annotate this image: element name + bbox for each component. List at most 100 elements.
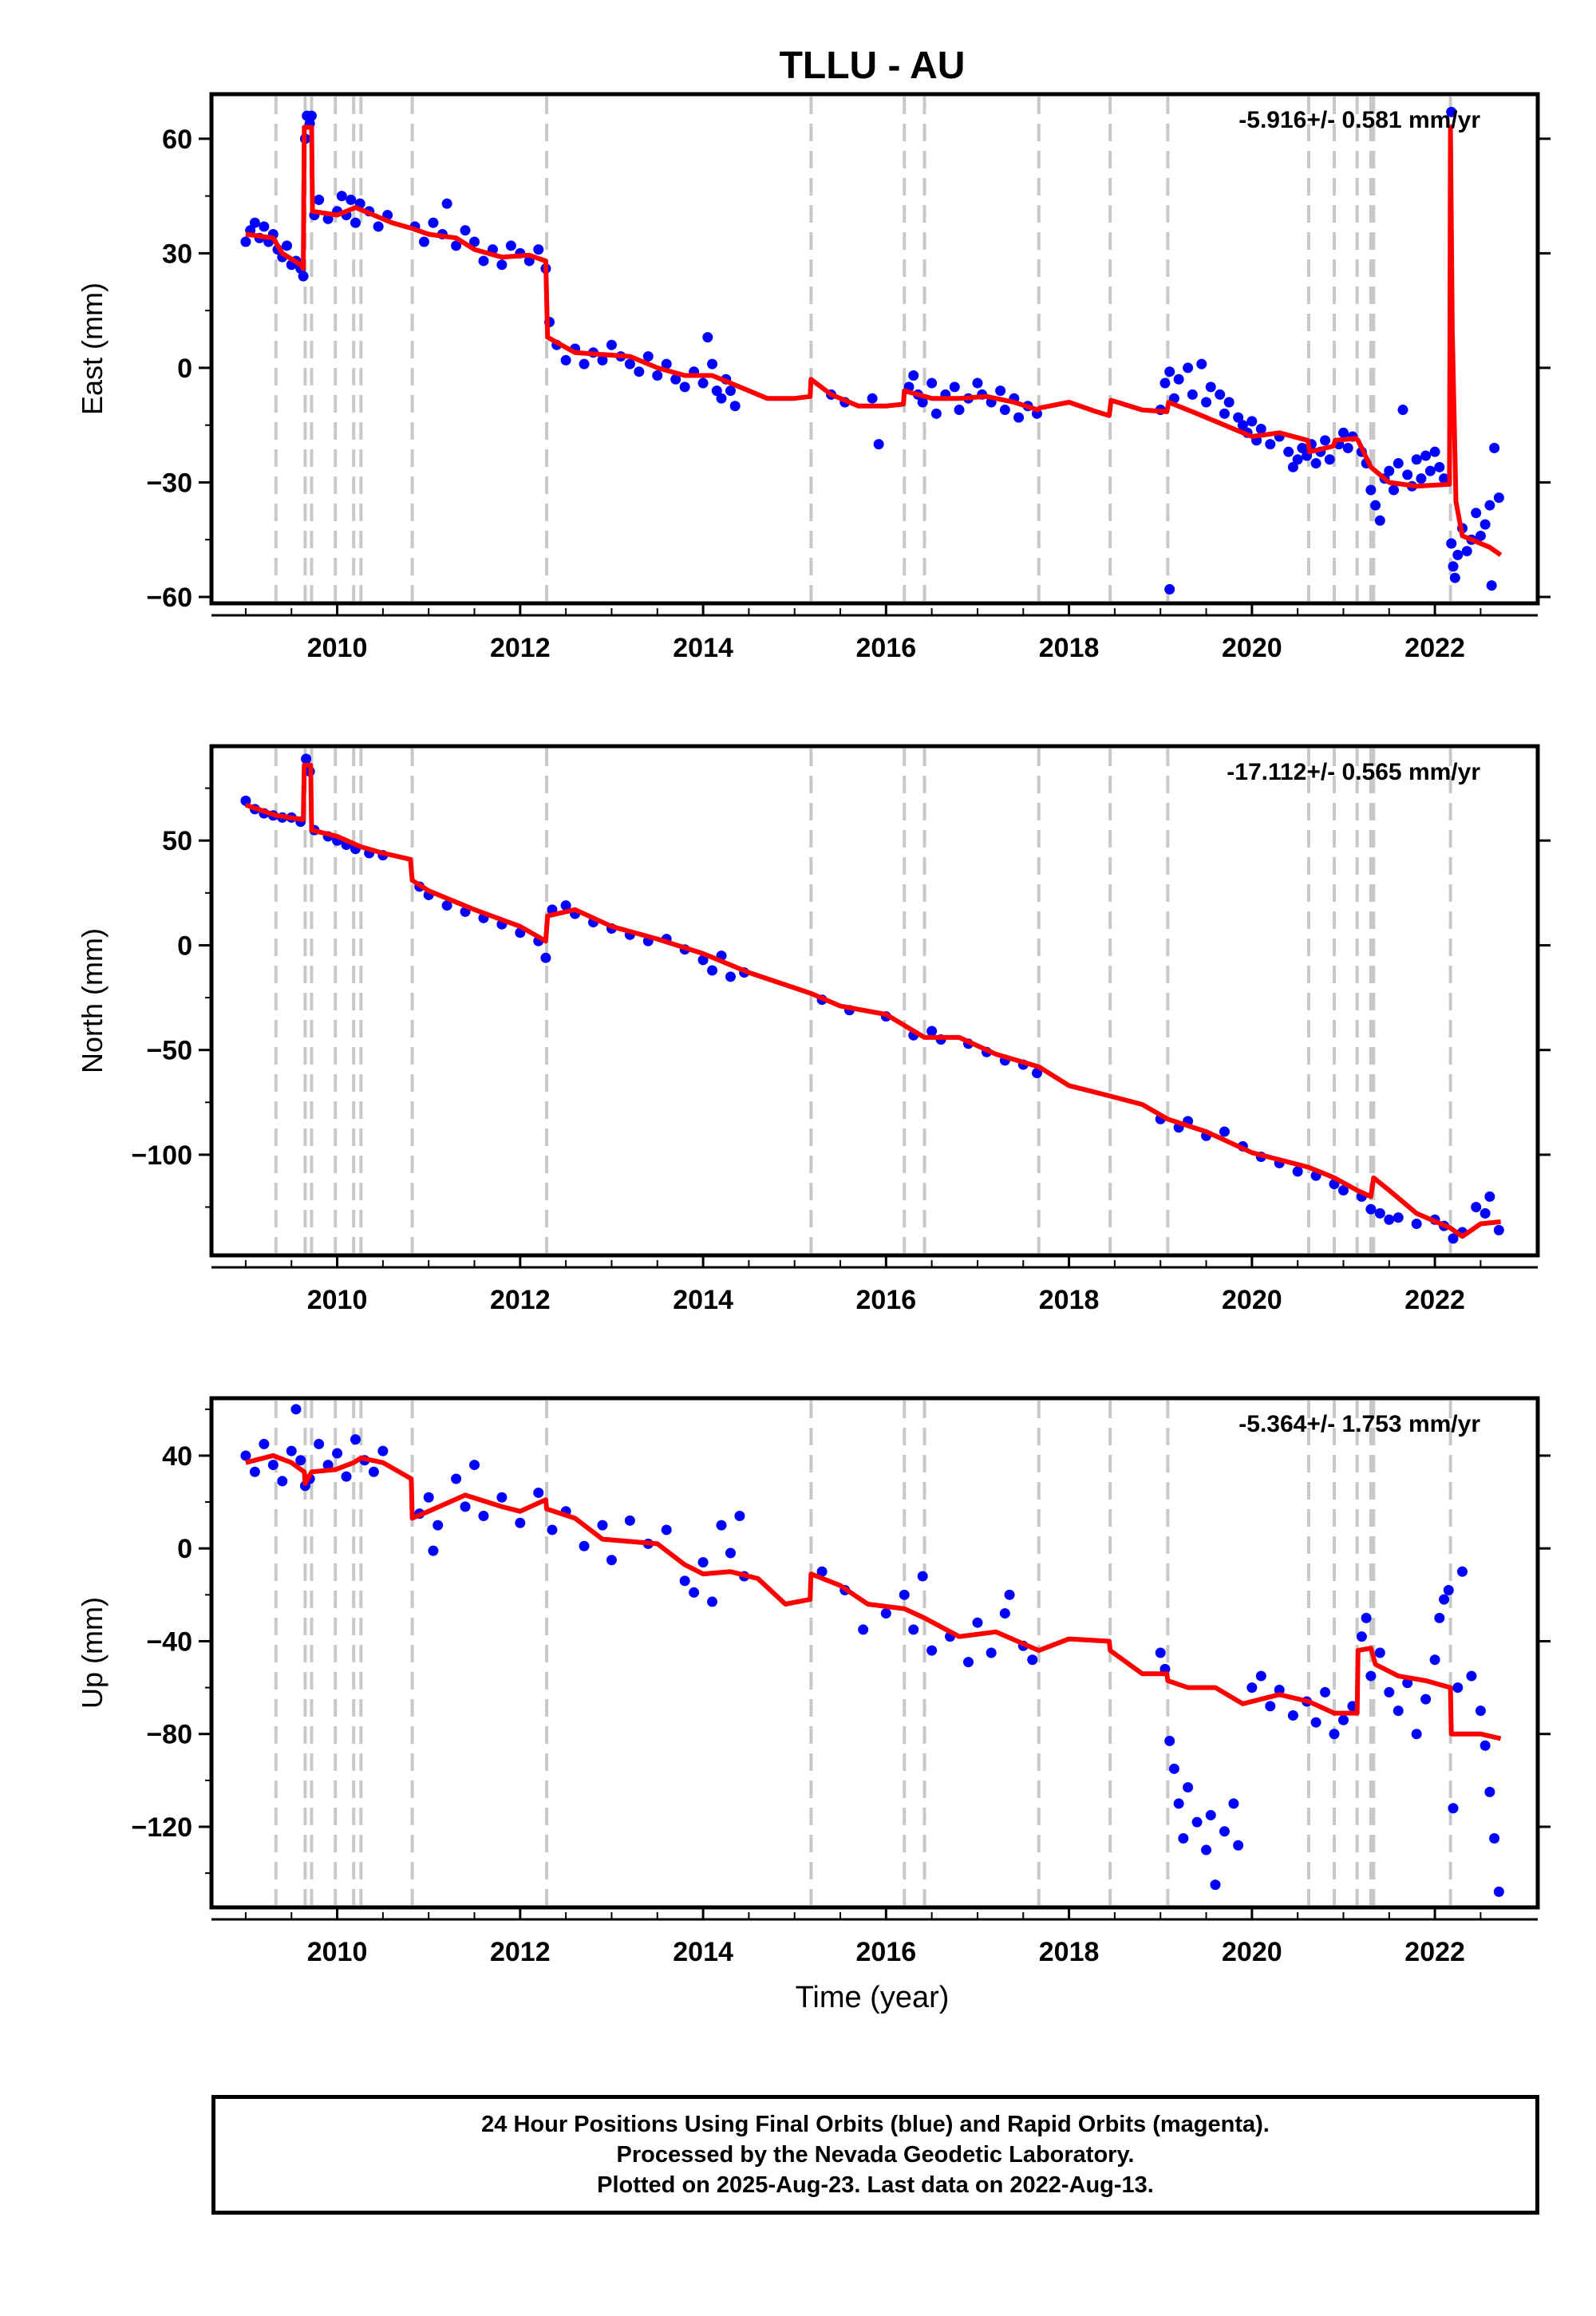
data-point bbox=[240, 1450, 251, 1461]
data-point bbox=[1374, 1647, 1385, 1658]
data-point bbox=[725, 385, 736, 397]
data-point bbox=[1420, 1694, 1432, 1705]
data-point bbox=[1164, 366, 1175, 377]
data-point bbox=[1215, 389, 1226, 400]
footer-line-1: 24 Hour Positions Using Final Orbits (bl… bbox=[481, 2112, 1270, 2137]
data-point bbox=[954, 405, 965, 416]
data-point bbox=[1159, 377, 1171, 389]
data-point bbox=[314, 1438, 325, 1449]
data-point bbox=[1365, 484, 1377, 496]
data-point bbox=[670, 373, 681, 385]
data-point bbox=[341, 1471, 352, 1482]
x-tick-label: 2010 bbox=[307, 1285, 368, 1315]
data-point bbox=[1219, 1826, 1230, 1837]
y-tick-label: −100 bbox=[131, 1140, 192, 1171]
data-point bbox=[1449, 572, 1460, 583]
data-point bbox=[661, 1524, 672, 1535]
data-point bbox=[1365, 1670, 1377, 1682]
y-tick-label: −50 bbox=[146, 1036, 192, 1066]
data-point bbox=[624, 1515, 635, 1526]
x-tick-label: 2012 bbox=[490, 1285, 551, 1315]
panels: −60 −30 0 30 60 2010 2012 2014 2016 2018 2020 2022 E… bbox=[76, 92, 1551, 1967]
data-point bbox=[1337, 1185, 1349, 1196]
data-point bbox=[322, 1460, 334, 1471]
data-point bbox=[1320, 1686, 1331, 1697]
data-point bbox=[1402, 469, 1413, 480]
data-point bbox=[1196, 358, 1207, 370]
data-point bbox=[295, 1455, 306, 1466]
data-point bbox=[711, 385, 722, 397]
x-tick-label: 2014 bbox=[673, 1285, 733, 1315]
x-tick-label: 2016 bbox=[856, 633, 917, 663]
data-point bbox=[1255, 423, 1266, 434]
data-point bbox=[1475, 530, 1486, 541]
y-tick-label: −30 bbox=[146, 468, 192, 498]
data-point bbox=[505, 240, 516, 251]
x-tick-label: 2010 bbox=[307, 1937, 368, 1967]
data-point bbox=[1297, 442, 1308, 453]
data-point bbox=[729, 401, 741, 412]
data-point bbox=[478, 1511, 489, 1522]
data-point bbox=[1310, 1717, 1321, 1728]
x-tick-label: 2020 bbox=[1222, 633, 1282, 663]
data-point bbox=[689, 1587, 700, 1598]
y-tick-label: −120 bbox=[131, 1812, 192, 1843]
x-tick-label: 2018 bbox=[1039, 1285, 1100, 1315]
data-point bbox=[858, 1624, 869, 1635]
x-tick-label: 2014 bbox=[673, 1937, 733, 1967]
data-point bbox=[917, 1571, 928, 1582]
data-point bbox=[661, 358, 672, 370]
data-point bbox=[679, 381, 690, 393]
data-point bbox=[249, 1466, 260, 1477]
panel-up: −120 −80 −40 0 40 2010 2012 2014 2016 2018 2020 202… bbox=[76, 1396, 1551, 1967]
data-point bbox=[547, 1524, 558, 1535]
data-point bbox=[332, 1448, 343, 1459]
data-point bbox=[679, 1575, 690, 1587]
data-point bbox=[1389, 484, 1400, 496]
data-point bbox=[1489, 1833, 1500, 1844]
data-point bbox=[1365, 1203, 1377, 1215]
data-point bbox=[1320, 435, 1331, 446]
data-point bbox=[1411, 1729, 1422, 1740]
data-point bbox=[707, 1596, 718, 1607]
data-point bbox=[560, 900, 571, 911]
data-point bbox=[579, 1540, 590, 1551]
data-point bbox=[451, 240, 462, 251]
data-point bbox=[1434, 461, 1445, 472]
data-point bbox=[314, 194, 325, 205]
data-point bbox=[1183, 362, 1194, 373]
data-point bbox=[1233, 412, 1244, 423]
data-point bbox=[1448, 1233, 1459, 1244]
x-tick-label: 2016 bbox=[856, 1285, 917, 1315]
x-tick-label: 2014 bbox=[673, 633, 733, 663]
data-point bbox=[1486, 580, 1497, 591]
data-point bbox=[579, 358, 590, 370]
plot-frame bbox=[209, 744, 1540, 1258]
data-point bbox=[1393, 458, 1404, 469]
data-point bbox=[533, 1487, 544, 1498]
data-point bbox=[1489, 442, 1500, 453]
data-point bbox=[418, 236, 429, 247]
data-point bbox=[926, 1645, 938, 1656]
data-point bbox=[423, 1492, 434, 1503]
data-point bbox=[1283, 446, 1294, 457]
data-point bbox=[496, 259, 508, 271]
data-point bbox=[1031, 1068, 1042, 1079]
data-point bbox=[368, 1466, 379, 1477]
data-point bbox=[249, 217, 260, 228]
footer-line-2: Processed by the Nevada Geodetic Laborat… bbox=[616, 2142, 1135, 2168]
data-point bbox=[1384, 1214, 1395, 1225]
data-point bbox=[496, 1492, 508, 1503]
model-line bbox=[245, 124, 1503, 557]
data-point bbox=[1205, 1809, 1216, 1820]
data-point bbox=[1374, 515, 1385, 526]
data-point bbox=[1155, 1647, 1166, 1658]
data-point bbox=[930, 408, 942, 419]
data-point bbox=[428, 217, 439, 228]
data-point bbox=[999, 1608, 1010, 1619]
data-point bbox=[1411, 1219, 1422, 1230]
data-point bbox=[986, 1647, 997, 1658]
data-point bbox=[1233, 1840, 1244, 1851]
data-point bbox=[1374, 1207, 1385, 1219]
data-point bbox=[460, 1501, 471, 1512]
